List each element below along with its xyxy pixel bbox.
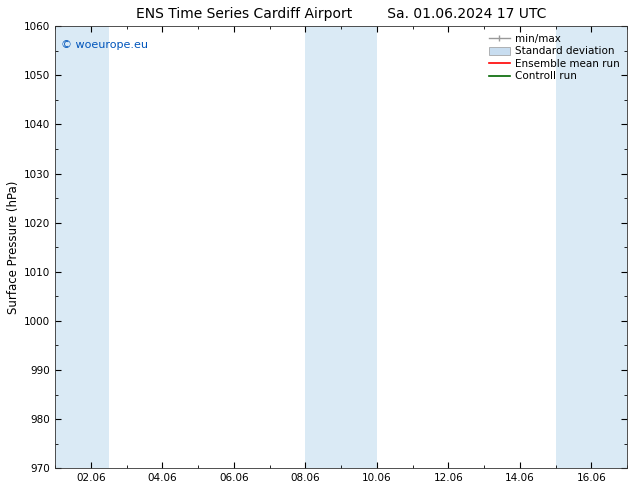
Legend: min/max, Standard deviation, Ensemble mean run, Controll run: min/max, Standard deviation, Ensemble me… [487, 31, 622, 83]
Bar [306, 26, 377, 468]
Bar [55, 26, 109, 468]
Title: ENS Time Series Cardiff Airport        Sa. 01.06.2024 17 UTC: ENS Time Series Cardiff Airport Sa. 01.0… [136, 7, 547, 21]
Text: © woeurope.eu: © woeurope.eu [61, 40, 148, 49]
Bar [555, 26, 627, 468]
Y-axis label: Surface Pressure (hPa): Surface Pressure (hPa) [7, 180, 20, 314]
